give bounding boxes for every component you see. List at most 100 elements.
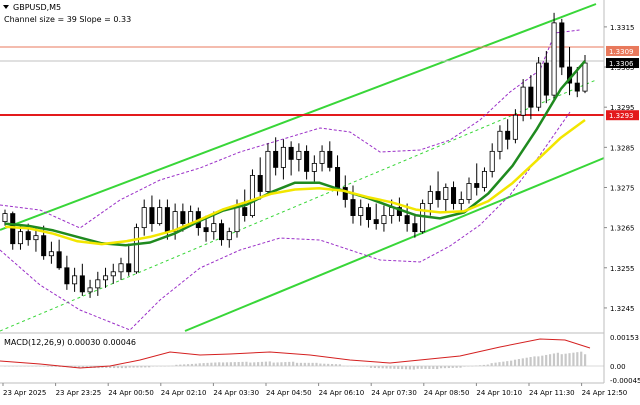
macd-bar: [537, 356, 540, 366]
macd-bar: [179, 364, 182, 366]
macd-bar: [260, 361, 264, 366]
candle: [72, 267, 78, 292]
macd-bar: [31, 366, 34, 367]
symbol-menu-icon[interactable]: [3, 5, 9, 9]
macd-bar: [478, 365, 482, 366]
candle-body-down: [373, 219, 379, 225]
macd-bar: [175, 364, 178, 366]
candle-body-down: [451, 187, 457, 204]
macd-bar: [342, 365, 345, 367]
candle: [520, 79, 526, 122]
macd-bar: [385, 366, 388, 369]
level-tag-label: 1.3309: [609, 48, 634, 56]
candle-body-down: [288, 146, 294, 160]
candle-body-up: [226, 231, 232, 241]
candle-body-up: [458, 199, 464, 204]
candle: [412, 215, 418, 238]
macd-bar: [358, 366, 361, 367]
macd-bar: [268, 361, 271, 366]
macd-bar: [393, 366, 396, 369]
macd-bar: [381, 366, 384, 369]
candle: [327, 141, 333, 172]
macd-bar: [120, 366, 123, 369]
macd-bar: [276, 362, 279, 366]
macd-bar: [502, 361, 505, 366]
candle: [149, 195, 155, 232]
macd-bar: [327, 363, 330, 366]
candle: [536, 56, 542, 112]
macd-bar: [299, 362, 303, 366]
macd-bar: [229, 362, 232, 366]
macd-pane: MACD(12,26,9) 0.00030 0.00046: [0, 338, 604, 370]
macd-bar: [362, 366, 365, 367]
candle: [249, 169, 255, 218]
macd-bar: [19, 366, 22, 367]
candle: [350, 185, 356, 224]
macd-bar: [401, 366, 404, 370]
candle-body-down: [273, 150, 279, 168]
candle-body-down: [435, 191, 441, 200]
ma-yellow-line: [4, 118, 586, 246]
candle-body-down: [396, 207, 402, 216]
macd-bar: [560, 354, 563, 366]
candle-body-up: [133, 227, 139, 273]
candle: [551, 12, 557, 100]
macd-bar: [155, 366, 159, 367]
macd-bar: [529, 357, 532, 366]
candle-body-up: [2, 213, 8, 223]
level-tag-label: 1.3293: [609, 112, 634, 120]
candle-body-up: [466, 183, 472, 200]
candle-body-down: [257, 175, 263, 192]
candle-body-down: [365, 207, 371, 221]
candle-body-up: [443, 187, 449, 200]
macd-bar: [486, 364, 489, 366]
macd-bar: [253, 362, 256, 366]
candle: [451, 181, 457, 210]
macd-bar: [482, 364, 485, 366]
candle-body-down: [25, 231, 31, 241]
time-tick-label: 24 Apr 10:10: [476, 389, 522, 397]
macd-bar: [35, 366, 38, 367]
macd-bar: [412, 366, 415, 370]
candle-body-up: [551, 22, 557, 96]
macd-tick-label: -0.00045: [610, 377, 640, 385]
macd-bar: [471, 365, 474, 367]
macd-bar: [350, 366, 353, 367]
macd-bar: [521, 358, 524, 366]
candle: [226, 227, 232, 248]
candle: [443, 183, 449, 212]
candle-body-up: [582, 62, 588, 92]
macd-bar: [541, 355, 544, 366]
macd-bar: [105, 366, 108, 368]
macd-bar: [545, 354, 548, 366]
envelope-lower: [0, 111, 571, 331]
macd-bar: [128, 366, 131, 368]
macd-bar: [148, 366, 151, 368]
macd-bar: [272, 362, 275, 366]
time-tick-label: 24 Apr 02:10: [161, 389, 207, 397]
macd-bar: [194, 363, 197, 366]
candle: [110, 263, 116, 284]
macd-bar: [572, 352, 575, 366]
candle-body-up: [420, 203, 426, 233]
price-tick-label: 1.3285: [610, 144, 635, 152]
macd-bar: [109, 366, 112, 369]
macd-tick-label: 0.00153: [610, 334, 639, 342]
macd-bar: [584, 354, 587, 366]
candle-body-down: [474, 183, 480, 188]
price-axis: 1.3315 1.3305 1.3295 1.3285 1.3275 1.3265 1.32…: [604, 24, 639, 313]
macd-histogram: [4, 351, 587, 370]
candle: [10, 211, 16, 250]
macd-bar: [136, 366, 139, 368]
macd-bar: [490, 363, 493, 366]
channel-lines: [0, 3, 605, 332]
candle: [56, 239, 62, 270]
macd-bar: [7, 366, 11, 367]
candle: [219, 219, 225, 246]
price-tick-label: 1.3245: [610, 305, 635, 313]
macd-bar: [144, 366, 147, 368]
macd-bar: [288, 361, 291, 366]
time-tick-label: 24 Apr 11:30: [529, 389, 575, 397]
